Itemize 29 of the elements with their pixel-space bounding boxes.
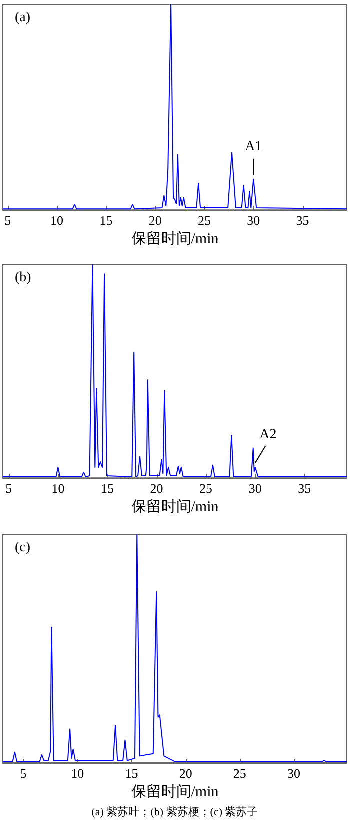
x-tick-label: 20 (150, 481, 164, 496)
x-tick-label: 25 (233, 766, 246, 781)
text: (a) 紫苏叶；(b) 紫苏梗；(c) 紫苏子 (92, 806, 258, 818)
x-tick-label: 15 (100, 213, 113, 228)
x-tick-label: 20 (148, 213, 162, 228)
x-tick-label: 35 (296, 213, 310, 228)
x-tick-label: 30 (248, 481, 262, 496)
x-tick-label: 5 (20, 766, 27, 781)
x-axis-title: 保留时间/min (131, 230, 220, 248)
x-tick-label: 10 (50, 213, 64, 228)
x-tick-label: 35 (298, 481, 312, 496)
x-tick-label: 25 (200, 481, 213, 496)
x-tick-label: 10 (71, 766, 84, 781)
x-tick-label: 20 (179, 766, 192, 781)
x-axis-title: 保留时间/min (131, 498, 220, 516)
x-tick-label: 25 (198, 213, 211, 228)
x-tick-label: 5 (4, 213, 12, 228)
chart-title: (b) (15, 270, 32, 286)
x-tick-label: 30 (247, 213, 260, 228)
chart-title: (a) (15, 10, 31, 26)
x-tick-label: 15 (125, 766, 138, 781)
x-tick-label: 15 (100, 481, 114, 496)
x-tick-label: 10 (52, 481, 65, 496)
x-axis-title: 保留时间/min (131, 783, 220, 800)
annotation: A2 (260, 427, 277, 442)
annotation: A1 (245, 139, 262, 154)
x-tick-label: 30 (287, 766, 300, 781)
chart-title: (c) (15, 540, 31, 556)
x-tick-label: 5 (6, 481, 12, 496)
